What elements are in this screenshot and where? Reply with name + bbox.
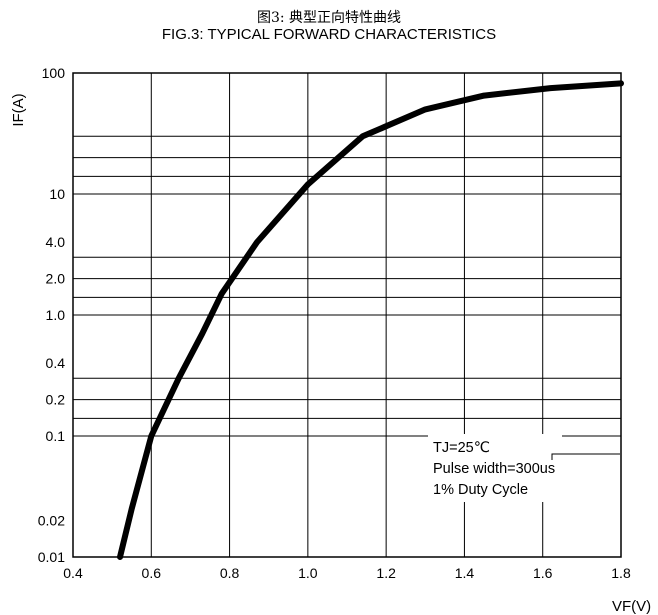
x-tick-labels: 0.4 0.6 0.8 1.0 1.2 1.4 1.6 1.8	[63, 565, 631, 581]
series-line	[117, 80, 624, 560]
annotation-pulse-width: Pulse width=300us	[433, 461, 555, 477]
y-axis-label: IF(A)	[10, 93, 27, 126]
y-tick-label: 10	[49, 186, 65, 202]
x-tick-label: 1.8	[611, 565, 631, 581]
y-tick-labels: 0.01 0.02 0.1 0.2 0.4 1.0 2.0 4.0 10 100	[38, 65, 65, 565]
x-tick-label: 0.6	[142, 565, 162, 581]
annotation-bracket	[551, 453, 620, 460]
y-tick-label: 0.01	[38, 549, 65, 565]
x-tick-label: 1.6	[533, 565, 553, 581]
annotation-duty-cycle: 1% Duty Cycle	[433, 482, 528, 498]
x-tick-label: 1.0	[298, 565, 318, 581]
x-axis-label: VF(V)	[612, 598, 651, 615]
series-curve	[117, 80, 624, 560]
y-tick-label: 1.0	[46, 307, 66, 323]
y-tick-label: 100	[42, 65, 66, 81]
y-tick-label: 0.02	[38, 513, 65, 529]
plot-frame	[72, 72, 622, 558]
y-tick-label: 0.4	[46, 355, 66, 371]
annotation-temperature: TJ=25℃	[433, 440, 490, 456]
x-tick-label: 0.8	[220, 565, 240, 581]
chart-title: FIG.3: TYPICAL FORWARD CHARACTERISTICS	[161, 26, 497, 43]
y-tick-label: 0.1	[46, 428, 66, 444]
annotation-box	[428, 434, 562, 502]
chart-title-cn: 图3: 典型正向特性曲线	[256, 10, 402, 26]
y-tick-label: 2.0	[46, 271, 66, 287]
y-tick-label: 0.2	[46, 392, 66, 408]
x-tick-label: 1.4	[455, 565, 475, 581]
x-tick-label: 0.4	[63, 565, 83, 581]
y-tick-label: 4.0	[46, 234, 66, 250]
x-tick-label: 1.2	[376, 565, 396, 581]
